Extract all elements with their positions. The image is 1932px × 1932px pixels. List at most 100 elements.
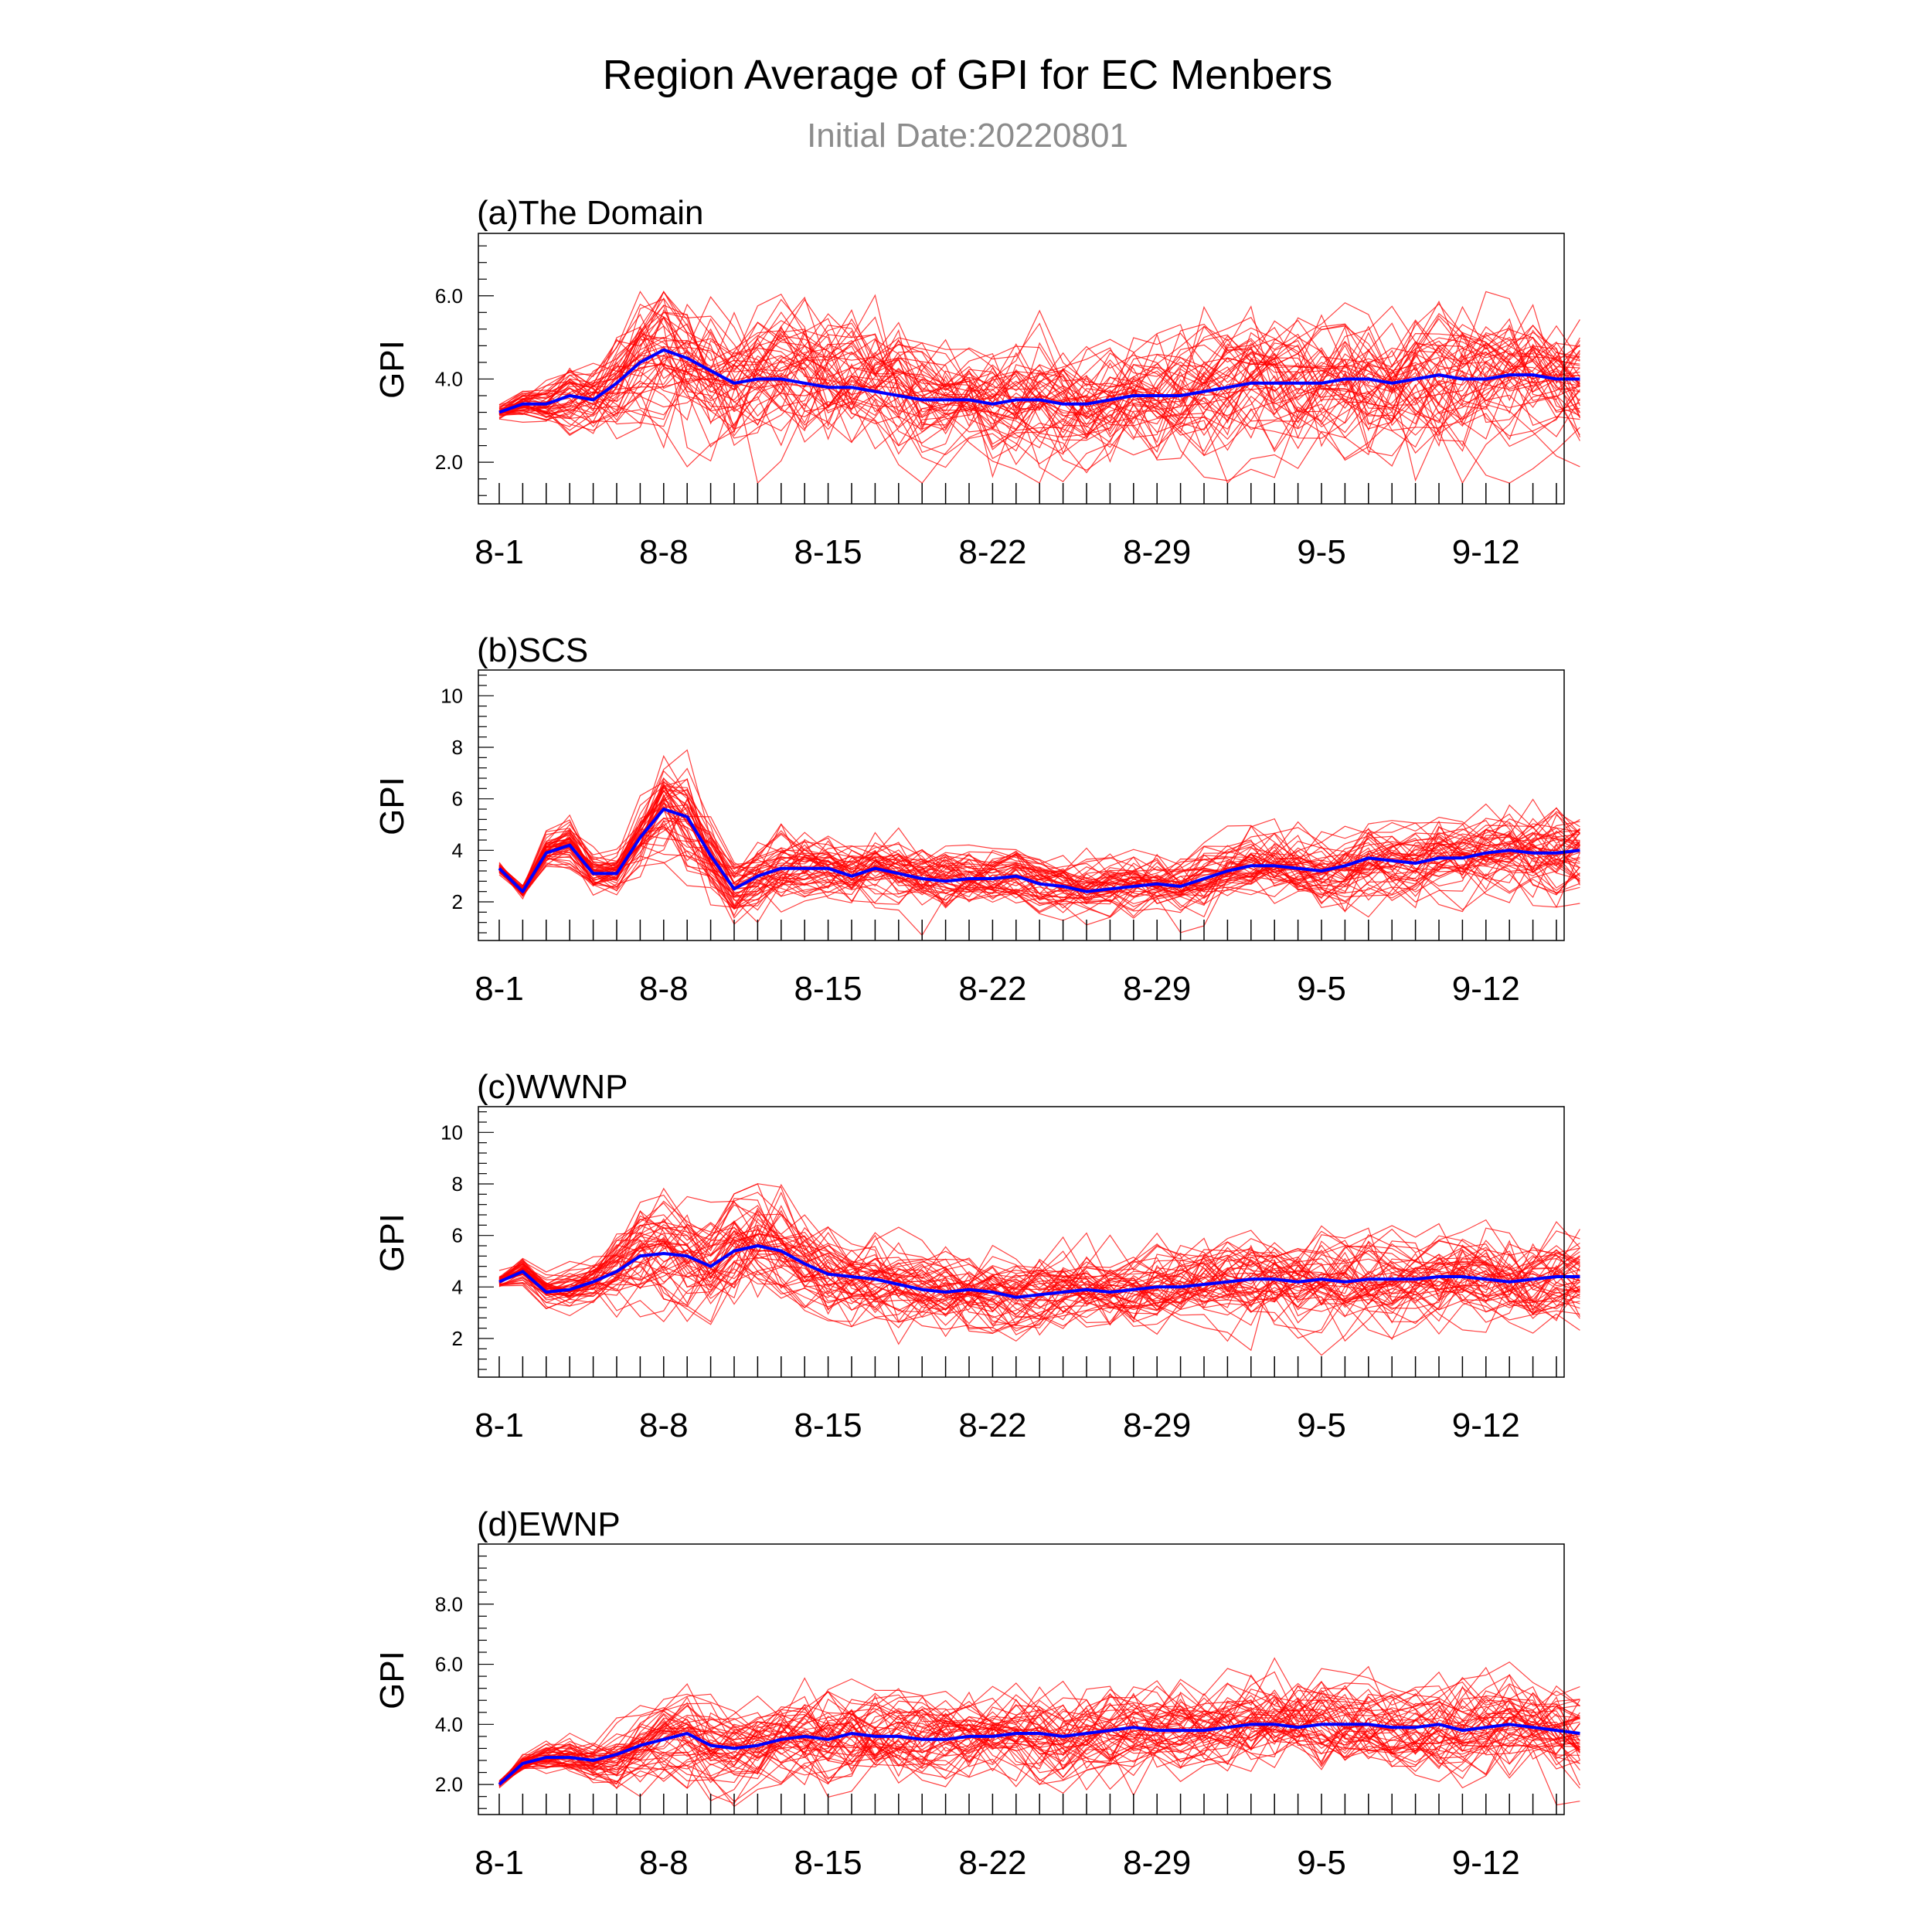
member-line xyxy=(498,780,1580,921)
member-line xyxy=(498,1693,1580,1802)
x-tick-label: 8-1 xyxy=(474,1844,524,1882)
member-line xyxy=(498,324,1580,485)
ensemble-mean-line xyxy=(498,348,1580,414)
member-line xyxy=(498,820,1580,918)
member-line xyxy=(498,327,1580,448)
member-line xyxy=(498,790,1580,898)
member-line xyxy=(498,1666,1580,1798)
x-tick-label: 8-15 xyxy=(794,533,862,571)
member-line xyxy=(498,1194,1580,1328)
member-line xyxy=(498,781,1580,913)
y-tick-label: 10 xyxy=(440,1121,463,1144)
member-line xyxy=(498,777,1580,910)
member-line xyxy=(498,1699,1580,1789)
x-tick-label: 8-29 xyxy=(1123,1844,1191,1882)
member-line xyxy=(498,1690,1580,1798)
ensemble-mean-line xyxy=(498,1723,1580,1786)
y-tick-label: 2.0 xyxy=(435,451,463,474)
x-tick-label: 8-22 xyxy=(958,970,1026,1008)
y-tick-label: 6.0 xyxy=(435,1653,463,1676)
y-ticks xyxy=(478,1111,494,1370)
panel-scs: (b)SCS GPI 2 4 6 8 10 8-1 8-8 8-15 8-22 8-29 9-5 9-… xyxy=(373,631,1580,1008)
member-line xyxy=(498,1665,1580,1784)
member-line xyxy=(498,1681,1580,1786)
panel-ewnp: (d)EWNP GPI 2.0 4.0 6.0 8.0 8-1 8-8 8-15 8-22 8-… xyxy=(373,1505,1580,1882)
member-line xyxy=(498,332,1580,438)
x-tick-label: 8-29 xyxy=(1123,1406,1191,1444)
member-line xyxy=(498,1233,1580,1339)
x-ticks xyxy=(498,483,1557,504)
y-axis-label: GPI xyxy=(373,1651,411,1709)
x-tick-label: 8-8 xyxy=(639,533,689,571)
member-line xyxy=(498,1220,1580,1308)
member-line xyxy=(498,1209,1580,1324)
y-tick-label: 10 xyxy=(440,684,463,707)
x-tick-label: 8-22 xyxy=(958,1406,1026,1444)
panel-title: (d)EWNP xyxy=(477,1505,621,1543)
y-tick-label: 6 xyxy=(452,1224,463,1247)
member-line xyxy=(498,1223,1580,1311)
member-line xyxy=(498,303,1580,482)
member-line xyxy=(498,770,1580,898)
y-tick-label: 6 xyxy=(452,787,463,811)
ensemble-mean-line xyxy=(498,1244,1580,1299)
x-tick-label: 8-29 xyxy=(1123,533,1191,571)
x-tick-label: 8-15 xyxy=(794,1844,862,1882)
x-tick-label: 9-12 xyxy=(1452,1844,1520,1882)
plot-frame xyxy=(478,669,1565,941)
member-line xyxy=(498,1705,1580,1783)
member-line xyxy=(498,826,1580,925)
figure-subtitle: Initial Date:20220801 xyxy=(807,117,1128,155)
x-tick-label: 8-8 xyxy=(639,1844,689,1882)
x-tick-label: 9-12 xyxy=(1452,533,1520,571)
y-tick-label: 8 xyxy=(452,1172,463,1196)
member-line xyxy=(498,1681,1580,1785)
member-line xyxy=(498,1237,1580,1306)
member-line xyxy=(498,1236,1580,1336)
member-line xyxy=(498,1215,1580,1341)
plot-frame xyxy=(478,233,1565,505)
y-tick-label: 2 xyxy=(452,890,463,913)
member-line xyxy=(498,1685,1580,1785)
member-line xyxy=(498,1657,1580,1785)
member-line xyxy=(498,1218,1580,1335)
ensemble-members xyxy=(498,1183,1580,1356)
x-ticks xyxy=(498,920,1557,940)
member-line xyxy=(498,341,1580,485)
member-line xyxy=(498,1227,1580,1326)
member-line xyxy=(498,298,1580,461)
y-ticks xyxy=(478,245,494,496)
member-line xyxy=(498,1229,1580,1325)
x-tick-label: 8-1 xyxy=(474,970,524,1008)
member-line xyxy=(498,1218,1580,1328)
x-tick-label: 9-5 xyxy=(1297,970,1346,1008)
x-tick-label: 8-8 xyxy=(639,1406,689,1444)
plot-frame xyxy=(478,1106,1565,1378)
y-tick-label: 4 xyxy=(452,838,463,862)
member-line xyxy=(498,1685,1580,1785)
member-line xyxy=(498,1207,1580,1339)
x-tick-label: 9-5 xyxy=(1297,1406,1346,1444)
x-tick-label: 8-22 xyxy=(958,533,1026,571)
member-line xyxy=(498,325,1580,447)
x-tick-label: 8-22 xyxy=(958,1844,1026,1882)
x-tick-label: 8-1 xyxy=(474,1406,524,1444)
member-line xyxy=(498,311,1580,468)
member-line xyxy=(498,300,1580,452)
panel-title: (b)SCS xyxy=(477,631,588,669)
member-line xyxy=(498,767,1580,905)
y-axis-label: GPI xyxy=(373,340,411,399)
y-tick-label: 2 xyxy=(452,1327,463,1350)
member-line xyxy=(498,790,1580,917)
member-line xyxy=(498,305,1580,460)
member-line xyxy=(498,349,1580,453)
y-tick-label: 8.0 xyxy=(435,1593,463,1616)
x-tick-label: 9-12 xyxy=(1452,1406,1520,1444)
x-tick-label: 8-8 xyxy=(639,970,689,1008)
member-line xyxy=(498,311,1580,481)
member-line xyxy=(498,802,1580,918)
member-line xyxy=(498,818,1580,903)
ensemble-members xyxy=(498,291,1580,485)
x-ticks xyxy=(498,1794,1557,1815)
